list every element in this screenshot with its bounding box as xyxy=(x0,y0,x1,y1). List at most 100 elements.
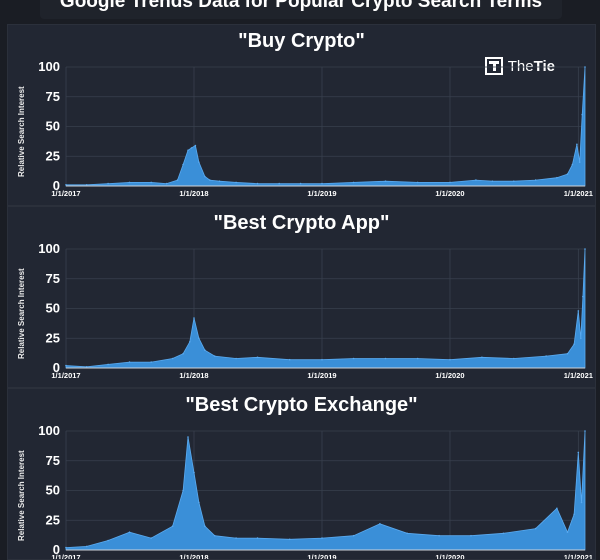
data-point xyxy=(513,180,515,182)
data-point xyxy=(85,545,88,548)
data-point xyxy=(150,537,152,539)
data-point xyxy=(534,527,537,530)
y-tick-label: 25 xyxy=(46,148,60,163)
data-point xyxy=(321,537,323,539)
data-point xyxy=(384,357,387,360)
x-tick-label: 1/1/2017 xyxy=(51,189,80,198)
data-point xyxy=(416,181,419,184)
data-point xyxy=(438,534,440,537)
data-point xyxy=(256,537,259,539)
y-tick-label: 25 xyxy=(46,330,60,345)
data-point xyxy=(581,113,583,116)
x-tick-label: 1/1/2019 xyxy=(307,371,336,380)
series-area xyxy=(65,430,586,551)
data-point xyxy=(580,501,583,504)
data-point xyxy=(278,182,281,185)
data-point xyxy=(384,180,387,182)
data-point xyxy=(150,181,152,184)
data-point xyxy=(182,352,184,355)
x-tick-label: 1/1/2018 xyxy=(179,553,208,559)
chart-title: "Best Crypto Exchange" xyxy=(185,394,418,416)
data-point xyxy=(449,181,451,184)
data-point xyxy=(584,66,586,68)
data-point xyxy=(491,180,494,182)
x-tick-label: 1/1/2019 xyxy=(307,553,336,559)
data-point xyxy=(171,357,174,360)
data-point xyxy=(566,173,569,175)
data-point xyxy=(189,341,191,343)
data-point xyxy=(65,546,67,549)
data-point xyxy=(171,525,174,527)
data-point xyxy=(128,181,131,184)
data-point xyxy=(352,181,355,184)
chart-panel-best-crypto-exchange: "Best Crypto Exchange" Relative Search I… xyxy=(7,388,596,560)
logo-text-the: The xyxy=(507,57,534,75)
data-point xyxy=(573,513,575,516)
data-point xyxy=(198,161,200,163)
data-point xyxy=(566,531,569,533)
data-point xyxy=(556,176,558,179)
x-tick-label: 1/1/2021 xyxy=(564,553,593,559)
x-tick-label: 1/1/2020 xyxy=(435,189,464,198)
chart-svg-best-crypto-app: 0 25 50 75 100 1/1/2017 1/1/2018 1/1/2019 1/1/20… xyxy=(38,241,593,380)
data-point xyxy=(502,532,505,535)
x-tick-label: 1/1/2021 xyxy=(564,189,593,198)
data-point xyxy=(576,143,578,146)
data-point xyxy=(165,182,168,185)
chart-panel-best-crypto-app: "Best Crypto App" Relative Search Intere… xyxy=(7,206,596,388)
x-tick-label: 1/1/2018 xyxy=(179,189,208,198)
data-point xyxy=(107,363,109,366)
data-point xyxy=(481,356,483,359)
data-point xyxy=(321,182,323,185)
data-point xyxy=(566,352,569,355)
data-point xyxy=(299,182,302,185)
data-point xyxy=(256,182,259,185)
y-tick-label: 0 xyxy=(53,360,60,375)
x-tick-label: 1/1/2020 xyxy=(435,553,464,559)
chart-svg-buy-crypto: 0 25 50 75 100 1/1/2017 1/1/2018 1/1/2019 1/1/20… xyxy=(38,59,593,198)
data-point xyxy=(204,525,206,527)
data-point xyxy=(187,436,189,438)
data-point xyxy=(85,366,88,368)
x-tick-label: 1/1/2020 xyxy=(435,371,464,380)
data-point xyxy=(256,356,259,359)
data-point xyxy=(475,179,477,181)
y-tick-label: 75 xyxy=(46,271,60,286)
data-point xyxy=(182,489,184,492)
chart-title: "Buy Crypto" xyxy=(238,30,365,52)
chart-panel-buy-crypto: "Buy Crypto" TheTie Relative Search Inte… xyxy=(7,24,596,206)
data-point xyxy=(235,537,237,539)
data-point xyxy=(85,184,88,186)
data-point xyxy=(584,248,586,250)
data-point xyxy=(578,161,581,163)
y-tick-label: 100 xyxy=(38,59,60,74)
data-point xyxy=(352,357,355,360)
data-point xyxy=(213,534,216,537)
y-tick-label: 75 xyxy=(46,453,60,468)
data-point xyxy=(218,180,221,182)
data-point xyxy=(194,144,197,147)
data-point xyxy=(193,317,195,319)
data-point xyxy=(198,337,200,340)
data-point xyxy=(584,430,586,432)
data-point xyxy=(128,361,131,363)
data-point xyxy=(235,181,237,184)
data-point xyxy=(416,357,419,360)
data-point xyxy=(198,501,200,504)
y-tick-label: 25 xyxy=(46,512,60,527)
data-point xyxy=(65,184,67,186)
data-point xyxy=(577,310,580,312)
data-point xyxy=(204,175,206,178)
series-area xyxy=(65,248,586,369)
data-point xyxy=(176,179,179,181)
thetie-logo-icon xyxy=(484,57,503,75)
data-point xyxy=(190,147,193,149)
data-point xyxy=(193,471,195,474)
y-tick-label: 50 xyxy=(46,119,60,134)
data-point xyxy=(406,532,409,535)
series-area xyxy=(65,66,586,187)
data-point xyxy=(577,451,580,454)
data-point xyxy=(235,357,237,360)
data-point xyxy=(582,295,584,298)
x-tick-label: 1/1/2017 xyxy=(51,371,80,380)
